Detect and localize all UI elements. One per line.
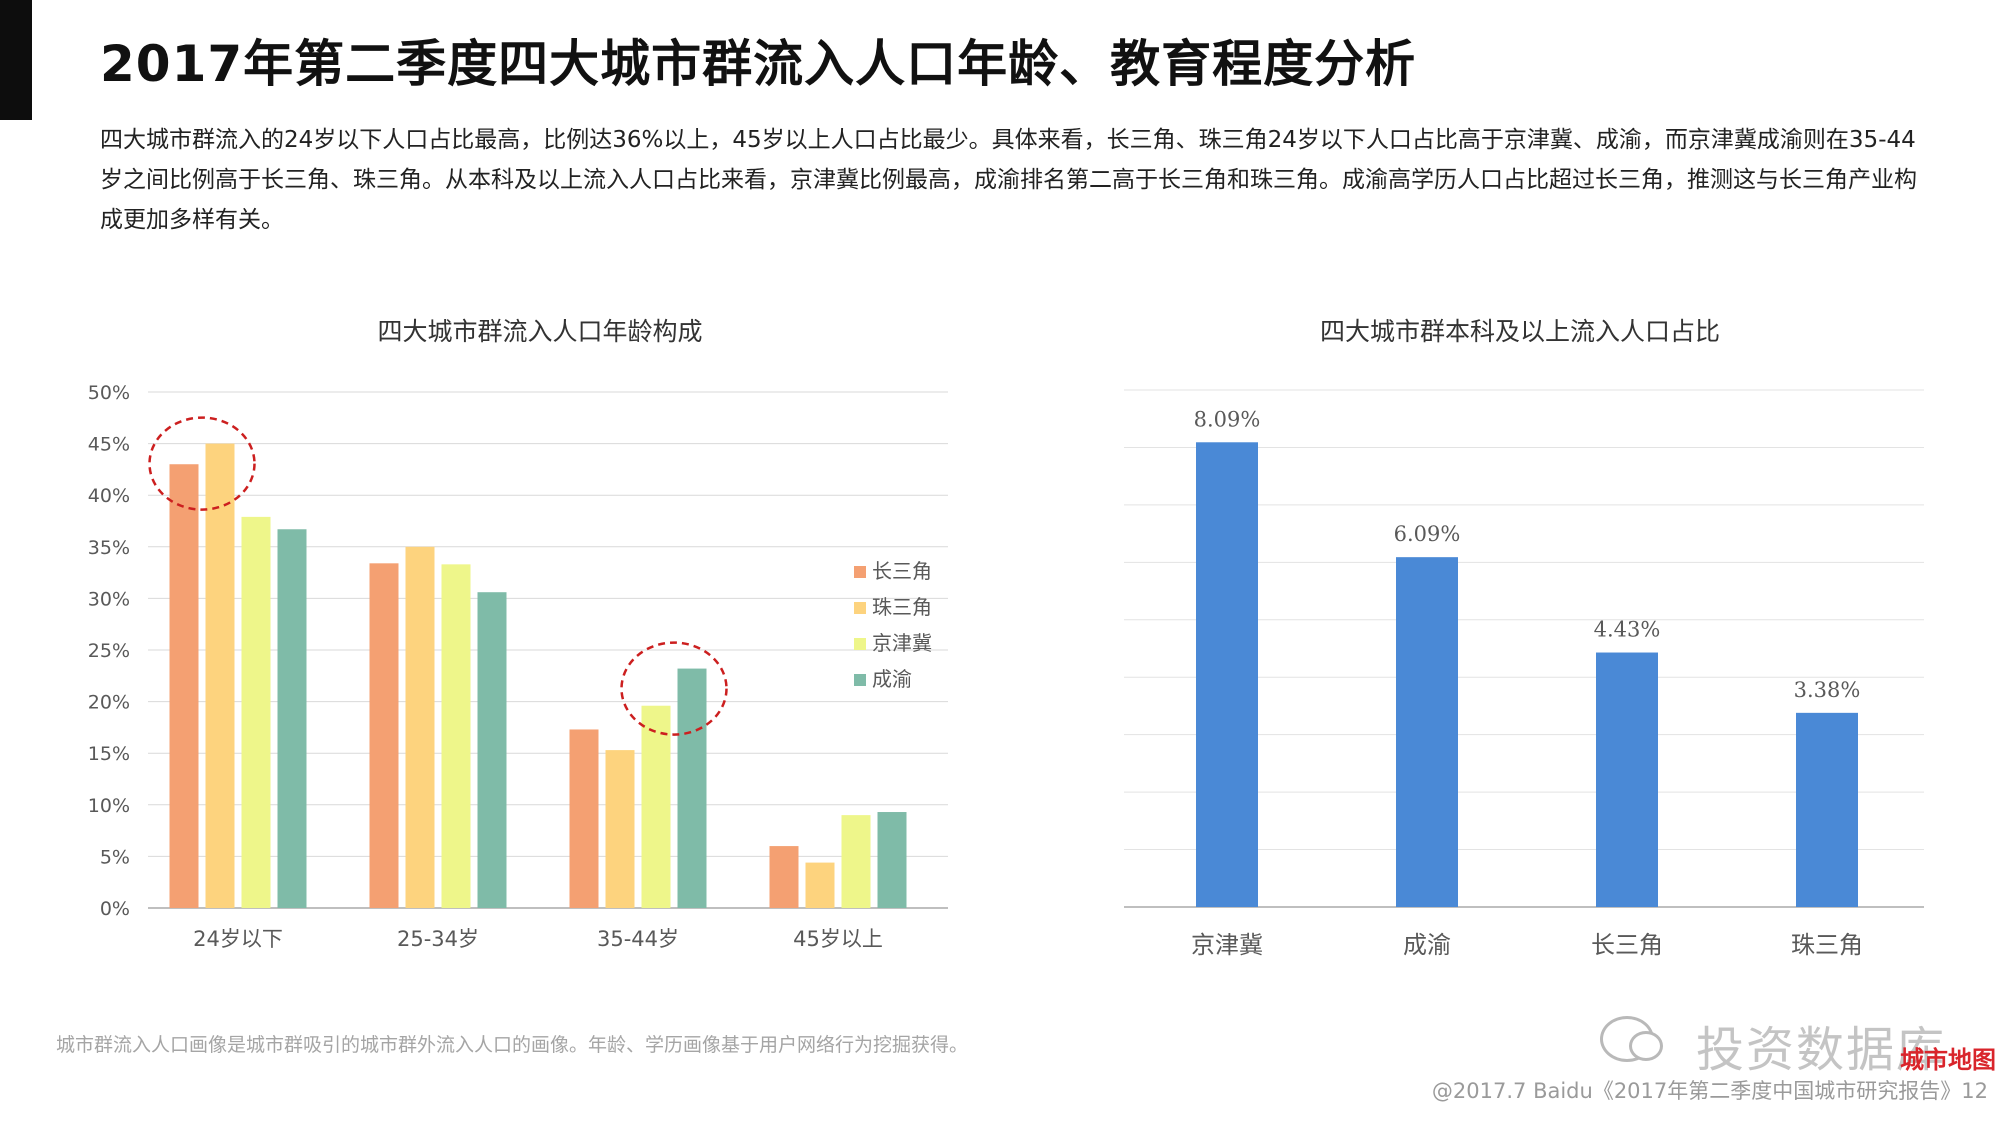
age-bar bbox=[241, 516, 271, 908]
watermark-text: 投资数据库 bbox=[1696, 1022, 1947, 1078]
edu-category-label: 长三角 bbox=[1591, 931, 1663, 959]
age-ytick-label: 25% bbox=[88, 640, 130, 662]
age-legend-label: 珠三角 bbox=[872, 595, 932, 619]
age-chart-title: 四大城市群流入人口年龄构成 bbox=[377, 317, 703, 346]
age-category-label: 35-44岁 bbox=[597, 927, 679, 951]
edu-category-label: 京津冀 bbox=[1191, 931, 1263, 959]
age-category-label: 45岁以上 bbox=[793, 927, 883, 951]
age-legend-swatch bbox=[854, 638, 866, 650]
edu-bar bbox=[1596, 652, 1658, 907]
age-bar bbox=[569, 729, 599, 908]
edu-bar bbox=[1196, 442, 1258, 907]
summary-paragraph: 四大城市群流入的24岁以下人口占比最高，比例达36%以上，45岁以上人口占比最少… bbox=[100, 127, 1917, 233]
age-ytick-label: 45% bbox=[88, 434, 130, 456]
watermark: 投资数据库 城市地图 bbox=[1600, 1010, 1996, 1078]
age-bar bbox=[169, 464, 199, 908]
education-chart: 8.09% 京津冀 6.09% 成渝 4.43% 长三角 3.38% 珠三角 bbox=[1124, 389, 1924, 959]
age-ytick-label: 10% bbox=[88, 795, 130, 817]
age-bar bbox=[477, 592, 507, 908]
highlight-circle bbox=[620, 641, 728, 736]
age-bar bbox=[841, 815, 871, 908]
highlight-circle bbox=[148, 416, 256, 511]
age-legend-label: 京津冀 bbox=[872, 631, 932, 655]
age-legend-label: 长三角 bbox=[872, 559, 932, 583]
age-ytick-label: 50% bbox=[88, 382, 130, 404]
age-bar bbox=[277, 529, 307, 908]
edu-category-label: 珠三角 bbox=[1791, 931, 1863, 959]
age-ytick-label: 20% bbox=[88, 692, 130, 714]
age-ytick-label: 0% bbox=[100, 898, 130, 920]
age-bar bbox=[805, 862, 835, 908]
age-category-label: 25-34岁 bbox=[397, 927, 479, 951]
age-ytick-label: 40% bbox=[88, 485, 130, 507]
age-bar bbox=[605, 750, 635, 908]
edu-data-label: 8.09% bbox=[1194, 407, 1261, 431]
age-ytick-label: 5% bbox=[100, 846, 130, 868]
edu-data-label: 4.43% bbox=[1594, 618, 1661, 642]
edu-category-label: 成渝 bbox=[1403, 931, 1451, 959]
age-bar bbox=[641, 705, 671, 908]
age-legend-swatch bbox=[854, 602, 866, 614]
left-accent-bar bbox=[0, 0, 32, 120]
footnote: 城市群流入人口画像是城市群吸引的城市群外流入人口的画像。年龄、学历画像基于用户网… bbox=[56, 1034, 969, 1056]
age-legend-label: 成渝 bbox=[872, 667, 912, 691]
age-ytick-label: 35% bbox=[88, 537, 130, 559]
age-ytick-label: 15% bbox=[88, 743, 130, 765]
age-ytick-label: 30% bbox=[88, 588, 130, 610]
age-bar bbox=[205, 443, 235, 908]
age-bar bbox=[405, 546, 435, 908]
education-chart-title: 四大城市群本科及以上流入人口占比 bbox=[1319, 317, 1720, 346]
age-bar bbox=[769, 846, 799, 908]
age-bar bbox=[369, 563, 399, 908]
age-bar bbox=[441, 564, 471, 908]
edu-data-label: 6.09% bbox=[1394, 522, 1461, 546]
age-legend-swatch bbox=[854, 566, 866, 578]
page-title: 2017年第二季度四大城市群流入人口年龄、教育程度分析 bbox=[100, 35, 1417, 93]
edu-bar bbox=[1796, 712, 1858, 907]
age-category-label: 24岁以下 bbox=[193, 927, 283, 951]
age-bar bbox=[677, 668, 707, 908]
wechat-icon bbox=[1600, 1016, 1663, 1062]
edu-bar bbox=[1396, 557, 1458, 907]
watermark-logo: 城市地图 bbox=[1900, 1046, 1996, 1074]
edu-data-label: 3.38% bbox=[1794, 678, 1861, 702]
copyright: @2017.7 Baidu《2017年第二季度中国城市研究报告》12 bbox=[1431, 1079, 1988, 1103]
age-legend-swatch bbox=[854, 674, 866, 686]
age-bar bbox=[877, 812, 907, 908]
age-composition-chart: 0% 5% 10% 15% 20% 25% 30% 35% 40% 45% 50% 24岁以下 25-3… bbox=[88, 382, 948, 951]
